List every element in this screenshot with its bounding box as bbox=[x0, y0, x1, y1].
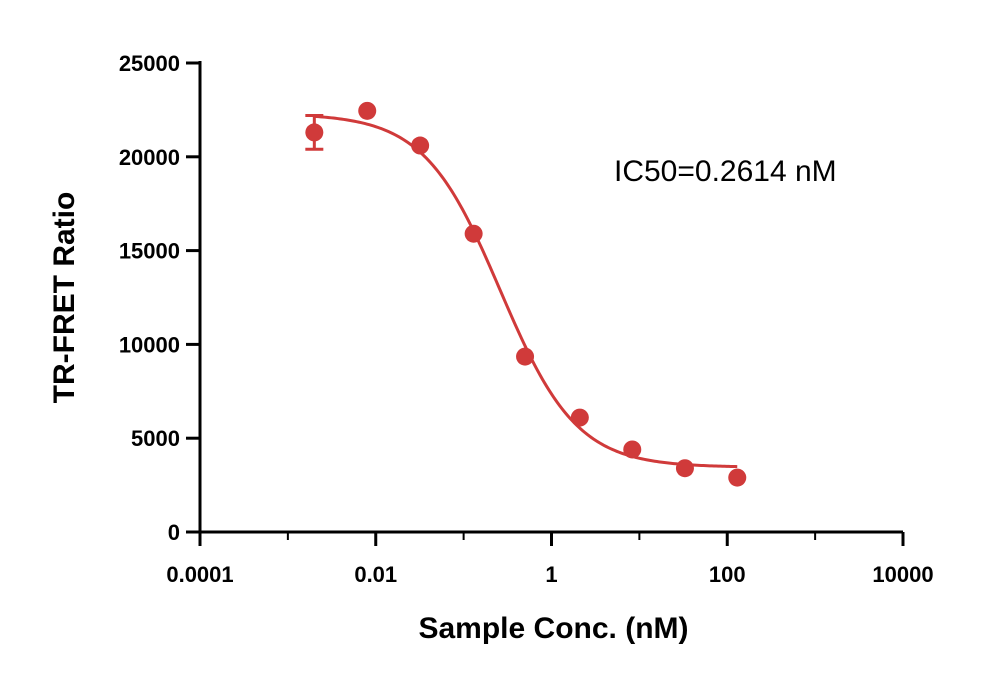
y-tick-label-1: 5000 bbox=[131, 426, 180, 451]
y-tick-label-5: 25000 bbox=[119, 51, 180, 76]
data-point-1 bbox=[358, 101, 377, 120]
data-point-4 bbox=[516, 347, 535, 366]
data-points-layer bbox=[305, 101, 747, 487]
data-point-6 bbox=[623, 440, 642, 459]
data-point-3 bbox=[464, 224, 483, 243]
data-point-5 bbox=[570, 408, 589, 427]
x-tick-label-0: 0.0001 bbox=[166, 562, 233, 587]
y-tick-label-3: 15000 bbox=[119, 239, 180, 264]
y-tick-label-2: 10000 bbox=[119, 332, 180, 357]
y-tick-label-0: 0 bbox=[168, 520, 180, 545]
y-tick-label-4: 20000 bbox=[119, 145, 180, 170]
data-point-0 bbox=[305, 123, 324, 142]
ticks-layer: 0 5000 10000 15000 20000 25000 0.0001 0.01 1 100 1… bbox=[119, 51, 934, 587]
data-point-7 bbox=[675, 459, 694, 478]
data-point-8 bbox=[728, 468, 747, 487]
fit-curve bbox=[314, 114, 738, 469]
y-axis-title: TR-FRET Ratio bbox=[48, 192, 81, 404]
fit-curve-layer bbox=[314, 114, 738, 469]
x-tick-label-4: 10000 bbox=[872, 562, 933, 587]
axes-layer bbox=[198, 61, 903, 534]
ic50-annotation: IC50=0.2614 nM bbox=[614, 155, 837, 188]
x-tick-label-2: 1 bbox=[545, 562, 557, 587]
x-tick-label-1: 0.01 bbox=[354, 562, 397, 587]
data-point-2 bbox=[411, 136, 430, 155]
x-axis-title: Sample Conc. (nM) bbox=[418, 612, 688, 645]
x-tick-label-3: 100 bbox=[709, 562, 746, 587]
